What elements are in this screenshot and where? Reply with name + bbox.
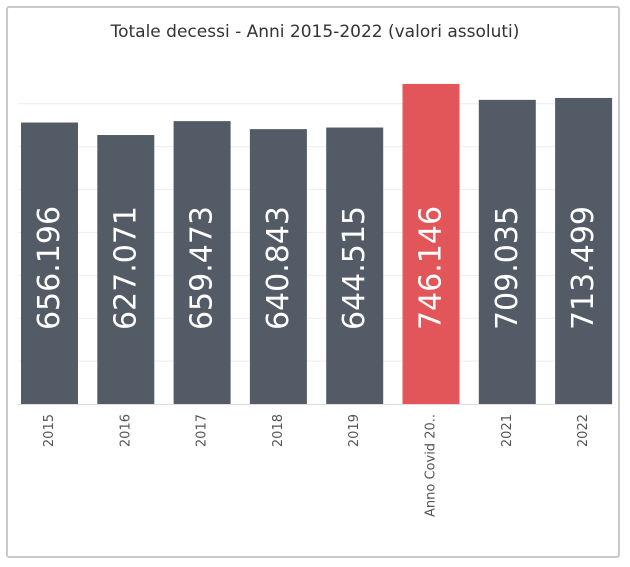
chart-title: Totale decessi - Anni 2015-2022 (valori … bbox=[110, 22, 520, 42]
value-label-3: 640.843 bbox=[261, 206, 296, 330]
x-tick-2: 2017 bbox=[195, 414, 210, 447]
value-label-7: 713.499 bbox=[566, 206, 601, 330]
value-label-2: 659.473 bbox=[185, 206, 220, 330]
x-tick-5: Anno Covid 20.. bbox=[424, 414, 439, 517]
x-tick-labels: 2015 2016 2017 2018 2019 Anno Covid 20.. 2021 2… bbox=[42, 414, 591, 517]
value-label-1: 627.071 bbox=[108, 206, 143, 330]
bar-2[interactable] bbox=[173, 121, 231, 404]
bar-6[interactable] bbox=[478, 99, 536, 405]
bar-5[interactable] bbox=[402, 83, 460, 405]
bar-0[interactable] bbox=[21, 122, 78, 404]
x-tick-3: 2018 bbox=[271, 414, 286, 447]
bar-4[interactable] bbox=[326, 127, 384, 404]
bar-7[interactable] bbox=[555, 97, 613, 405]
x-tick-6: 2021 bbox=[500, 414, 515, 447]
value-label-0: 656.196 bbox=[32, 206, 67, 330]
bars bbox=[21, 83, 613, 405]
bar-1[interactable] bbox=[97, 135, 155, 405]
x-tick-1: 2016 bbox=[118, 414, 133, 447]
value-labels: 656.196 627.071 659.473 640.843 644.515 746.1… bbox=[32, 206, 601, 330]
value-label-4: 644.515 bbox=[337, 206, 372, 330]
value-label-5: 746.146 bbox=[414, 206, 449, 330]
value-label-6: 709.035 bbox=[490, 206, 525, 330]
x-tick-4: 2019 bbox=[347, 414, 362, 447]
bar-3[interactable] bbox=[249, 129, 307, 405]
x-tick-7: 2022 bbox=[576, 414, 591, 447]
x-tick-0: 2015 bbox=[42, 414, 57, 447]
